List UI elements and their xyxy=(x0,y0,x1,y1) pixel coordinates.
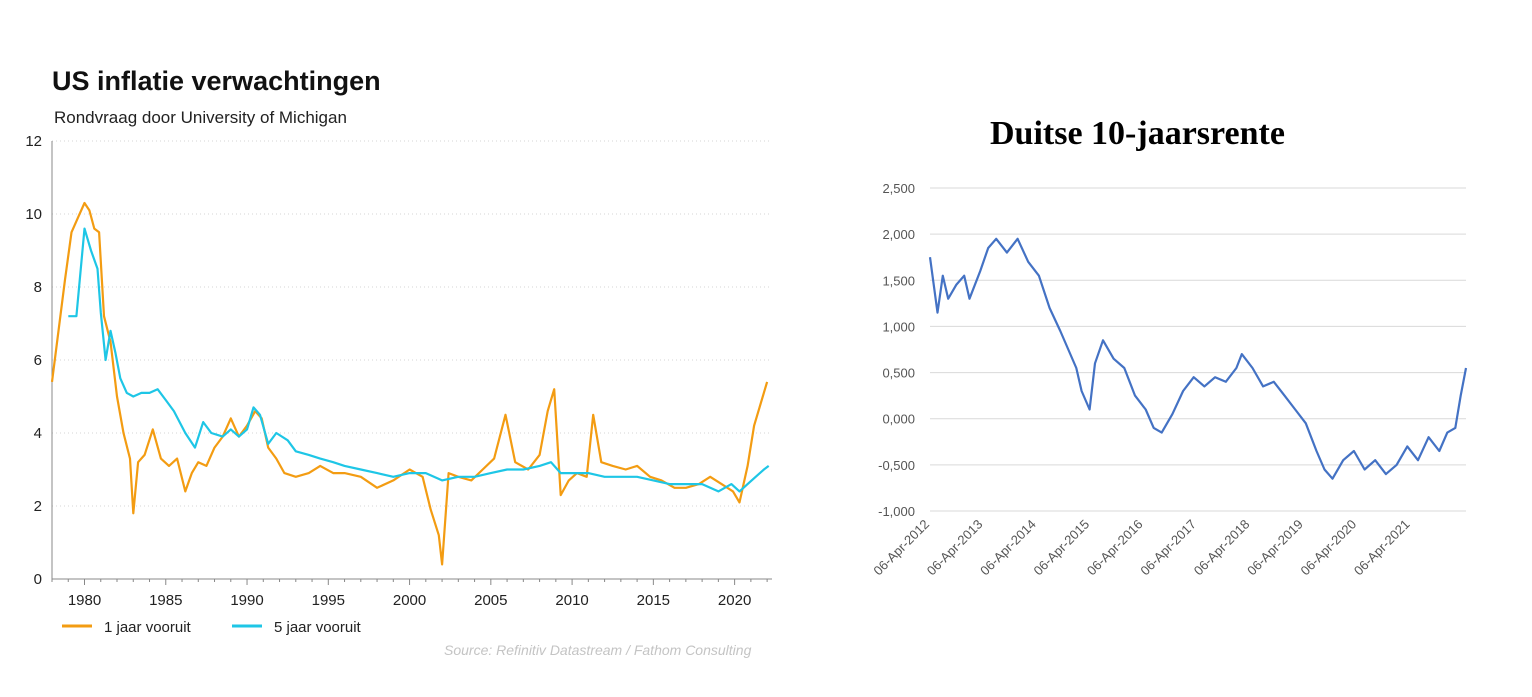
y-tick-label: 12 xyxy=(25,133,42,150)
x-tick-label: 2020 xyxy=(718,592,751,609)
x-tick-label: 06-Apr-2018 xyxy=(1191,517,1253,579)
chart-source: Source: Refinitiv Datastream / Fathom Co… xyxy=(444,642,752,658)
german-10y-yield-chart: -1,000 -0,500 0,000 0,500 1,000 1,500 2,000 2,5… xyxy=(870,181,1468,579)
legend-label-1: 1 jaar vooruit xyxy=(104,619,192,636)
x-tick-label: 2000 xyxy=(393,592,426,609)
x-tick-label: 1985 xyxy=(149,592,182,609)
series-line-2 xyxy=(68,227,770,493)
x-tick-label: 1980 xyxy=(68,592,101,609)
x-tick-label: 06-Apr-2014 xyxy=(977,517,1039,579)
x-tick-label: 06-Apr-2012 xyxy=(870,517,932,579)
y-tick-label: 10 xyxy=(25,206,42,223)
x-tick-label: 06-Apr-2020 xyxy=(1297,517,1359,579)
y-tick-label: 2 xyxy=(34,498,42,515)
inflation-expectations-chart: 0 2 4 6 8 10 12 1980 1985 1990 1995 2000 2005 2010 201… xyxy=(25,133,772,636)
x-tick-label: 1995 xyxy=(312,592,345,609)
y-tick-label: -0,500 xyxy=(878,458,915,473)
series-line-1 xyxy=(50,201,769,566)
y-tick-label: 6 xyxy=(34,352,42,369)
x-tick-label: 2010 xyxy=(555,592,588,609)
right-chart-panel: Duitse 10-jaarsrente -1,000 -0,500 0,000 0,… xyxy=(840,0,1532,697)
y-tick-label: 2,000 xyxy=(882,227,915,242)
x-tick-label: 2005 xyxy=(474,592,507,609)
x-tick-label: 06-Apr-2016 xyxy=(1084,517,1146,579)
y-tick-label: 4 xyxy=(34,425,42,442)
y-tick-label: 1,500 xyxy=(882,273,915,288)
legend-label-2: 5 jaar vooruit xyxy=(274,619,362,636)
y-tick-label: 8 xyxy=(34,279,42,296)
y-tick-label: 0 xyxy=(34,571,42,588)
left-chart-panel: US inflatie verwachtingen Rondvraag door… xyxy=(25,66,772,658)
series-line-1 xyxy=(928,237,1468,480)
x-tick-label: 06-Apr-2015 xyxy=(1031,517,1093,579)
x-tick-label: 06-Apr-2021 xyxy=(1351,517,1413,579)
y-tick-label: 2,500 xyxy=(882,181,915,196)
y-tick-label: 0,500 xyxy=(882,366,915,381)
x-tick-label: 06-Apr-2017 xyxy=(1137,517,1199,579)
y-tick-label: 0,000 xyxy=(882,412,915,427)
chart-subtitle: Rondvraag door University of Michigan xyxy=(54,108,347,127)
chart-title: US inflatie verwachtingen xyxy=(52,66,381,96)
chart-title-right: Duitse 10-jaarsrente xyxy=(990,115,1285,152)
x-tick-label: 06-Apr-2019 xyxy=(1244,517,1306,579)
x-tick-label: 2015 xyxy=(637,592,670,609)
x-tick-label: 06-Apr-2013 xyxy=(924,517,986,579)
y-tick-label: 1,000 xyxy=(882,319,915,334)
y-tick-label: -1,000 xyxy=(878,504,915,519)
x-tick-label: 1990 xyxy=(230,592,263,609)
